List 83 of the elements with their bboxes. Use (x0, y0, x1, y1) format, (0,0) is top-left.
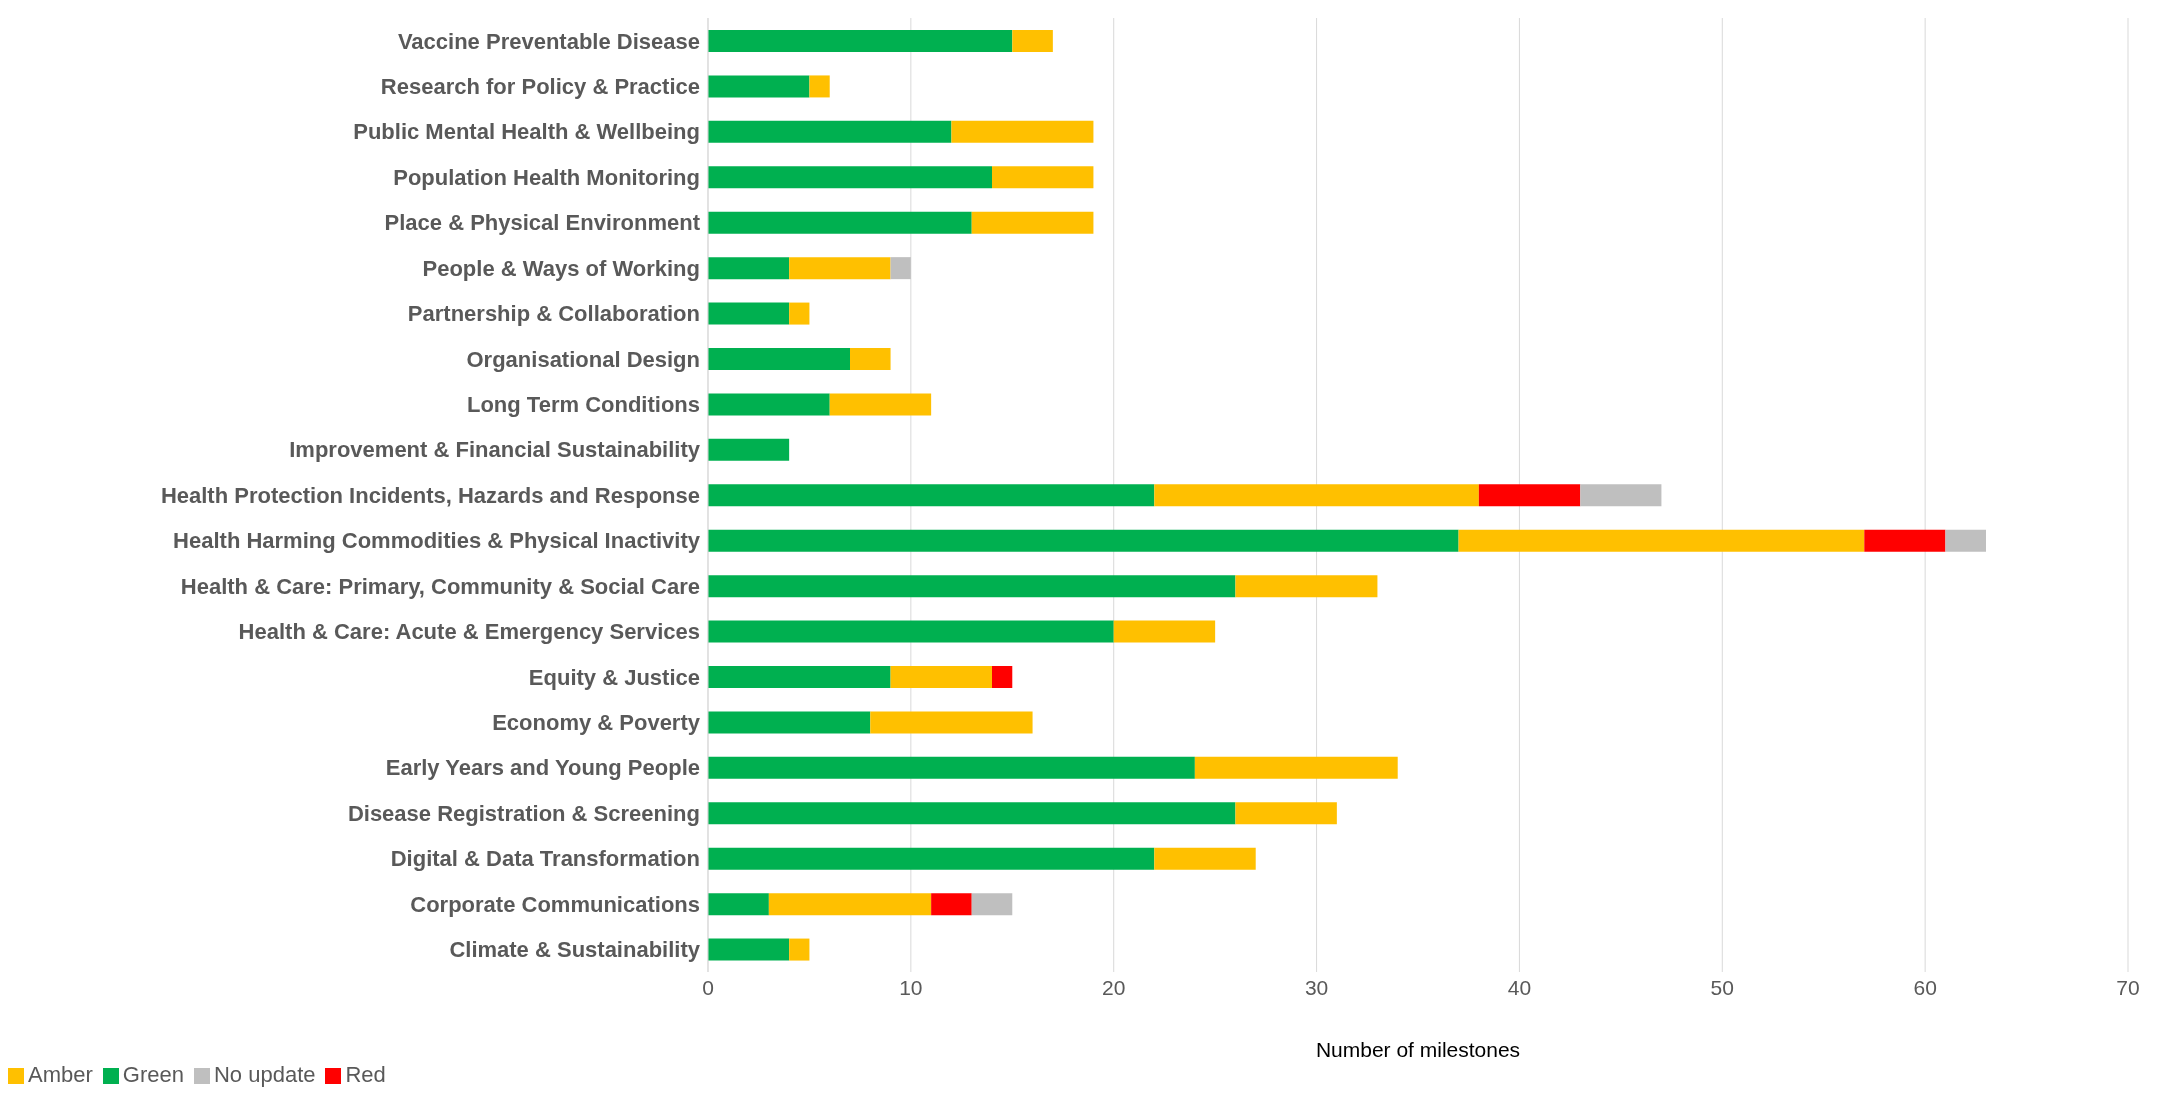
y-tick-label: Equity & Justice (528, 664, 700, 690)
y-tick-label: People & Ways of Working (422, 255, 700, 281)
y-tick-label: Digital & Data Transformation (390, 846, 700, 872)
bar (890, 666, 992, 688)
bar (1235, 802, 1337, 825)
bar (708, 575, 1236, 598)
bar (890, 257, 911, 280)
bar (789, 302, 810, 325)
legend-label: Amber (28, 1062, 93, 1087)
y-tick-label: Early Years and Young People (385, 755, 700, 781)
y-tick-label: Corporate Communications (410, 891, 700, 917)
bar (708, 620, 1114, 643)
legend-label: Green (122, 1062, 184, 1087)
bar (992, 166, 1094, 189)
bar (708, 756, 1195, 779)
bar (1945, 529, 1986, 552)
bar (708, 847, 1155, 870)
y-tick-label: Improvement & Financial Sustainability (289, 437, 701, 463)
y-tick-label: Long Term Conditions (466, 391, 700, 417)
x-tick-label: 0 (702, 975, 714, 999)
bar (708, 529, 1459, 552)
x-tick-label: 20 (1102, 975, 1126, 999)
bar (708, 393, 830, 416)
x-tick-label: 10 (899, 975, 923, 999)
bar (708, 711, 871, 734)
bar (1580, 484, 1662, 507)
bar (1113, 620, 1216, 643)
bar (708, 257, 790, 280)
y-tick-label: Place & Physical Environment (384, 210, 701, 236)
bar (708, 938, 790, 961)
y-tick-label: Public Mental Health & Wellbeing (353, 119, 700, 145)
bar (870, 711, 1033, 734)
y-tick-label: Organisational Design (466, 346, 700, 372)
bar (1194, 756, 1398, 779)
bar (789, 257, 891, 280)
legend-label: Red (345, 1062, 386, 1087)
bar (789, 938, 810, 961)
bar (708, 802, 1236, 825)
x-tick-label: 60 (1913, 975, 1937, 999)
bar (708, 211, 972, 234)
x-tick-label: 40 (1507, 975, 1532, 999)
bar (829, 393, 932, 416)
y-tick-label: Disease Registration & Screening (347, 800, 700, 826)
x-axis-title: Number of milestones (1315, 1038, 1521, 1061)
bar (1864, 529, 1946, 552)
bar (708, 120, 952, 143)
bar (992, 666, 1013, 688)
bar (971, 893, 1013, 916)
bar (708, 302, 790, 325)
legend-label: No update (213, 1062, 316, 1087)
y-tick-label: Economy & Poverty (492, 709, 701, 735)
bar (971, 211, 1094, 234)
bar (951, 120, 1094, 143)
y-tick-label: Health Harming Commodities & Physical Inactivity (173, 528, 701, 554)
bar (708, 484, 1155, 507)
y-tick-label: Partnership & Collaboration (407, 301, 700, 327)
bar (1235, 575, 1378, 598)
y-tick-label: Health & Care: Acute & Emergency Services (238, 619, 700, 645)
bar (1458, 529, 1865, 552)
bar (708, 75, 810, 98)
bar (1154, 484, 1479, 507)
bar (708, 166, 992, 189)
bar (708, 30, 1013, 52)
bar (1154, 847, 1256, 870)
bar (1012, 30, 1053, 52)
y-tick-label: Vaccine Preventable Disease (397, 28, 700, 54)
x-tick-label: 30 (1304, 975, 1329, 999)
bar (708, 893, 769, 916)
x-tick-label: 50 (1710, 975, 1734, 999)
bar (708, 438, 790, 461)
x-tick-label: 70 (2116, 975, 2140, 999)
bar (768, 893, 932, 916)
bar (1478, 484, 1581, 507)
bar (708, 348, 850, 370)
bar (809, 75, 830, 98)
y-tick-label: Climate & Sustainability (449, 937, 701, 963)
y-tick-label: Health Protection Incidents, Hazards and Response (160, 482, 700, 508)
y-tick-label: Research for Policy & Practice (380, 73, 700, 99)
bar (850, 348, 891, 370)
bar (931, 893, 972, 916)
y-tick-label: Health & Care: Primary, Community & Social Care (180, 573, 700, 599)
bar (708, 666, 891, 688)
y-tick-label: Population Health Monitoring (393, 164, 700, 190)
